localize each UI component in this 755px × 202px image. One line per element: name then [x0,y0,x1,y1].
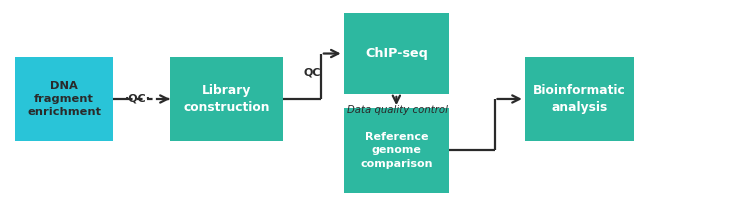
Text: Data quality control: Data quality control [347,105,448,115]
Text: Reference
genome
comparison: Reference genome comparison [360,132,433,169]
Text: ChIP-seq: ChIP-seq [365,47,428,60]
FancyBboxPatch shape [344,13,449,94]
Text: QC: QC [303,68,321,78]
FancyBboxPatch shape [344,108,449,193]
FancyBboxPatch shape [15,57,113,141]
Text: Library
construction: Library construction [183,84,270,114]
FancyBboxPatch shape [525,57,634,141]
Text: ·QC·: ·QC· [125,93,151,103]
FancyBboxPatch shape [170,57,283,141]
Text: Bioinformatic
analysis: Bioinformatic analysis [533,84,626,114]
Text: DNA
fragment
enrichment: DNA fragment enrichment [27,81,101,117]
